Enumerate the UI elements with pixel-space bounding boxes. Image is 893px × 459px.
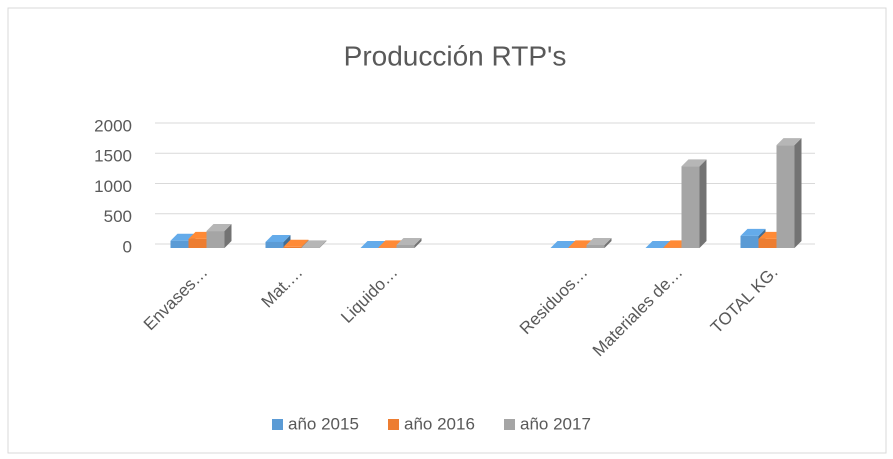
chart-title: Producción RTP's [344,40,567,71]
legend-swatch [504,419,515,430]
bar-top [396,237,422,245]
bar-top [776,138,802,146]
bar [758,238,777,248]
y-tick-label: 1500 [94,147,132,166]
chart-frame [7,7,887,454]
bar-side [414,237,422,248]
bar-side [699,159,707,248]
bar-top [645,241,671,248]
bar-top [740,228,766,236]
bar [378,247,397,248]
bar-top [265,234,291,242]
bar [301,247,320,248]
bar-side [319,240,327,248]
bar-side [604,237,612,248]
bar [568,247,587,248]
bar-side [283,234,291,248]
bar-top [206,224,232,232]
bar-top [283,239,309,247]
bar [776,145,795,248]
bar [206,231,225,248]
y-tick-label: 2000 [94,116,132,135]
legend-swatch [272,419,283,430]
bar-side [224,224,232,248]
bar-top [550,241,576,248]
bar [663,247,682,248]
legend-label: año 2015 [288,414,359,433]
legend-label: año 2017 [520,414,591,433]
bar-top [586,237,612,245]
bar [188,238,207,248]
bar [586,244,605,248]
y-tick-label: 500 [104,207,132,226]
bar [396,244,415,248]
bar-top [681,159,707,167]
bar [681,166,700,248]
bar-top [360,241,386,248]
bar [170,240,189,248]
legend-swatch [388,419,399,430]
bar [265,241,284,248]
y-tick-label: 1000 [94,177,132,196]
bar-top [301,240,327,248]
y-tick-label: 0 [123,237,132,256]
bar [283,246,302,248]
legend-label: año 2016 [404,414,475,433]
bar [740,235,759,248]
bar-side [794,138,802,248]
